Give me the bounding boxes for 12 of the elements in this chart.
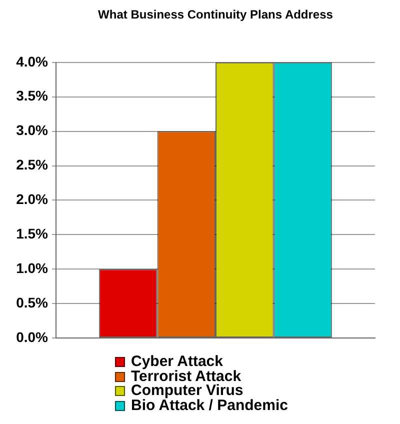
legend-label: Cyber Attack bbox=[131, 353, 223, 370]
y-tick-label: 0.0% bbox=[16, 328, 49, 345]
y-tick-label: 2.0% bbox=[16, 191, 49, 208]
legend-label: Computer Virus bbox=[131, 382, 244, 399]
y-tick-label: 0.5% bbox=[16, 294, 49, 310]
y-tick-label: 1.5% bbox=[16, 226, 49, 242]
chart-title: What Business Continuity Plans Address bbox=[98, 8, 334, 22]
y-tick-label: 3.5% bbox=[16, 88, 49, 104]
y-tick-label: 2.5% bbox=[16, 156, 49, 173]
y-tick-label: 3.0% bbox=[16, 122, 49, 138]
y-tick-label: 1.0% bbox=[16, 260, 49, 276]
y-tick-label: 4.0% bbox=[16, 53, 49, 70]
